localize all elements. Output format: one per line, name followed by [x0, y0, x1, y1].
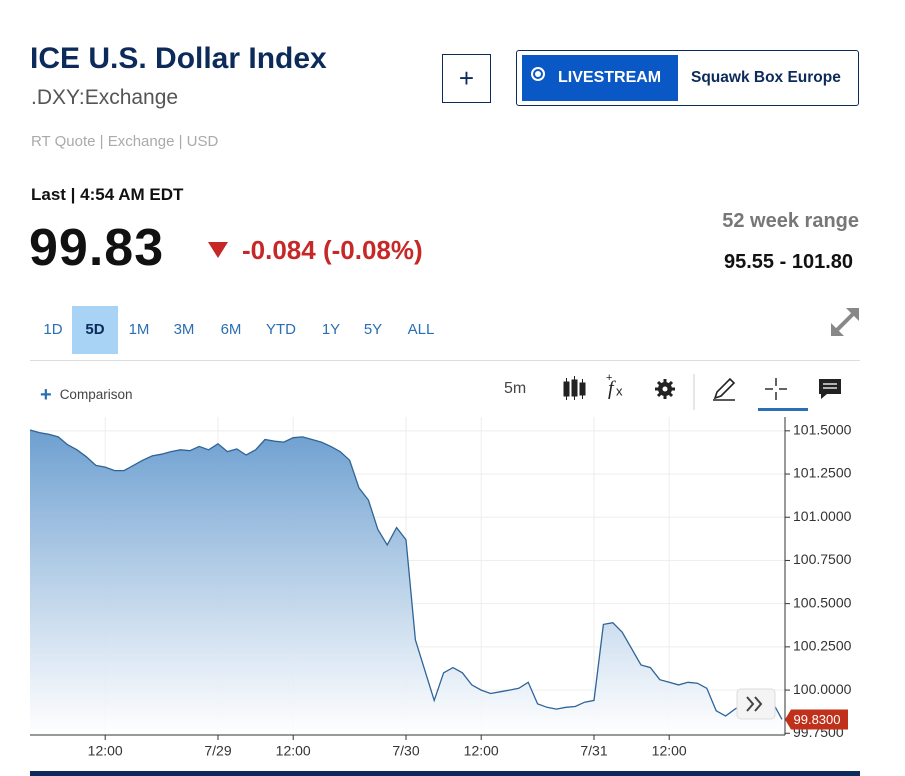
- change: -0.084 (-0.08%): [242, 235, 423, 265]
- x-tick-label: 12:00: [276, 743, 311, 759]
- comment-icon[interactable]: [819, 379, 841, 399]
- livestream-button[interactable]: LIVESTREAM: [522, 55, 678, 101]
- scroll-button-icon: [746, 696, 763, 712]
- interval-button[interactable]: 5m: [504, 380, 527, 397]
- fx-icon[interactable]: f x +: [606, 372, 623, 400]
- x-tick-label: 12:00: [652, 743, 687, 759]
- range-tab[interactable]: 6M: [220, 321, 242, 338]
- svg-text:f: f: [608, 378, 616, 400]
- scroll-button-bg: [736, 688, 776, 720]
- svg-text:x: x: [616, 383, 623, 398]
- draw-icon[interactable]: [713, 377, 736, 401]
- area-fill: [30, 430, 782, 735]
- svg-text:+: +: [606, 372, 612, 384]
- range-tabs: 1D 5D 1M 3M 6M YTD 1Y 5Y ALL: [30, 306, 860, 361]
- add-button[interactable]: +: [442, 54, 491, 103]
- expand-icon[interactable]: [828, 305, 862, 339]
- range-tab[interactable]: 3M: [173, 321, 195, 338]
- range-tab[interactable]: YTD: [266, 321, 296, 338]
- y-tick-label: 101.0000: [793, 508, 852, 524]
- scroll-button[interactable]: [736, 688, 776, 720]
- x-tick-label: 12:00: [88, 743, 123, 759]
- price: 99.83: [29, 219, 165, 277]
- livestream-label: LIVESTREAM: [558, 69, 662, 86]
- title: ICE U.S. Dollar Index: [30, 42, 327, 75]
- range-tab[interactable]: 5D: [72, 306, 118, 354]
- y-tick-label: 100.5000: [793, 594, 852, 610]
- price-line: [29, 429, 783, 720]
- quote-info: RT Quote | Exchange | USD: [31, 133, 219, 150]
- bottom-bar: [30, 771, 860, 776]
- range-tab[interactable]: 1Y: [321, 321, 341, 338]
- y-tick-label: 100.2500: [793, 638, 852, 654]
- y-tick-label: 101.2500: [793, 465, 852, 481]
- last-value-tag: [785, 709, 848, 730]
- y-tick-label: 100.7500: [793, 551, 852, 567]
- crosshair-icon[interactable]: [765, 378, 787, 400]
- show-link[interactable]: Squawk Box Europe: [691, 69, 841, 86]
- y-tick-label: 100.0000: [793, 681, 852, 697]
- x-tick-label: 12:00: [464, 743, 499, 759]
- range-tab[interactable]: ALL: [407, 321, 435, 338]
- y-tick-label: 101.5000: [793, 422, 852, 438]
- comparison-button[interactable]: + Comparison: [40, 384, 133, 406]
- range-tab[interactable]: 5Y: [363, 321, 383, 338]
- live-box: LIVESTREAM Squawk Box Europe: [516, 50, 859, 106]
- last-time: Last | 4:54 AM EDT: [31, 185, 184, 204]
- settings-icon[interactable]: [655, 379, 675, 399]
- active-tool-underline: [758, 408, 808, 411]
- range-label: 52 week range: [722, 210, 859, 232]
- down-arrow: [208, 242, 228, 258]
- price-chart: 99.7500100.0000100.2500100.5000100.75001…: [29, 417, 852, 759]
- comparison-label: Comparison: [59, 387, 133, 402]
- range: 95.55 - 101.80: [724, 251, 853, 273]
- last-value-label: 99.8300: [794, 712, 841, 727]
- x-tick-label: 7/31: [580, 743, 607, 759]
- toolbar-icons: f x +: [563, 372, 841, 411]
- x-tick-label: 7/30: [392, 743, 419, 759]
- x-tick-label: 7/29: [204, 743, 231, 759]
- symbol: .DXY:Exchange: [31, 86, 179, 109]
- live-icon: [531, 67, 545, 81]
- range-tab[interactable]: 1D: [43, 321, 63, 338]
- range-tab[interactable]: 1M: [128, 321, 150, 338]
- candle-icon[interactable]: [563, 376, 586, 400]
